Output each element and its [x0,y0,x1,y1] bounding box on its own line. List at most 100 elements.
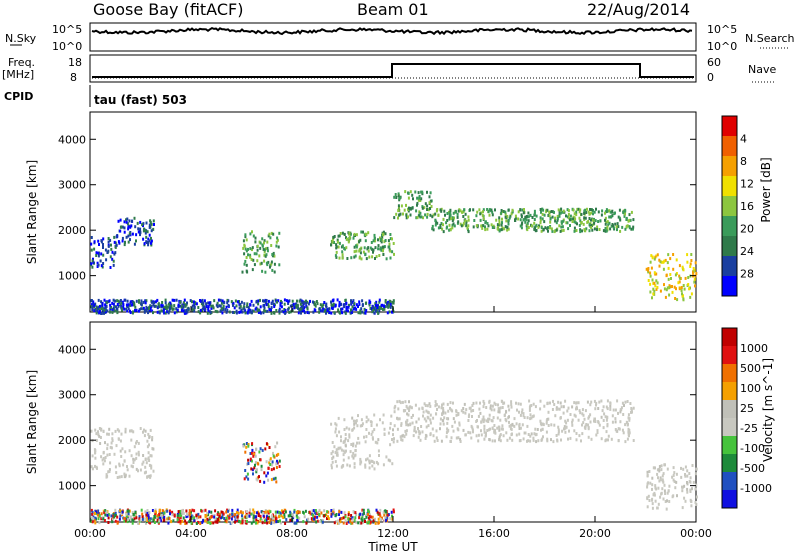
echo-cell [555,407,558,411]
echo-cell [230,521,233,525]
echo-cell [338,256,341,260]
echo-cell [612,226,615,230]
echo-cell [556,407,559,411]
echo-cell [579,411,582,415]
echo-cell [431,224,434,228]
echo-cell [350,256,353,260]
echo-cell [206,311,209,315]
echo-cell [106,309,109,313]
echo-cell [344,311,347,315]
echo-cell [209,310,212,314]
echo-cell [524,215,527,219]
echo-cell [168,309,171,313]
echo-cell [164,509,167,513]
echo-cell [563,425,566,429]
echo-cell [144,231,147,235]
echo-cell [347,439,350,443]
echo-cell [587,427,590,431]
echo-cell [327,517,330,521]
echo-cell [216,310,219,314]
echo-cell [113,452,116,456]
echo-cell [573,229,576,233]
echo-cell [606,209,609,213]
echo-cell [583,425,586,429]
echo-cell [270,231,273,235]
echo-cell [132,519,135,523]
x-tick-label: 08:00 [276,527,308,540]
echo-cell [276,520,279,523]
echo-cell [244,247,247,251]
echo-cell [443,416,446,420]
echo-cell [563,427,566,431]
echo-cell [218,518,221,522]
echo-cell [649,274,652,278]
echo-cell [195,514,198,518]
echo-cell [254,515,256,519]
echo-cell [105,301,108,305]
echo-cell [253,466,256,470]
echo-cell [546,208,549,212]
echo-cell [247,443,250,446]
echo-cell [148,511,151,514]
echo-cell [406,406,409,410]
echo-cell [102,517,105,521]
echo-cell [621,428,624,432]
echo-cell [298,516,301,520]
echo-cell [249,232,252,236]
echo-cell [273,262,276,266]
echo-cell [593,417,596,421]
echo-cell [530,224,533,228]
echo-cell [188,509,191,513]
echo-cell [429,413,432,417]
echo-cell [389,443,392,447]
echo-cell [150,466,153,470]
echo-cell [149,219,152,223]
echo-cell [585,423,588,426]
echo-cell [451,424,454,428]
echo-cell [363,246,366,250]
echo-cell [522,412,525,416]
echo-cell [368,255,371,259]
echo-cell [352,444,354,448]
echo-cell [116,303,119,306]
echo-cell [190,516,193,520]
echo-cell [270,306,273,310]
echo-cell [119,439,122,443]
echo-cell [686,260,689,264]
echo-cell [487,420,490,423]
echo-cell [102,462,105,466]
echo-cell [540,210,542,214]
echo-cell [267,260,270,264]
echo-cell [493,401,496,405]
echo-cell [668,284,671,288]
echo-cell [596,431,599,434]
echo-cell [102,262,105,265]
echo-cell [129,302,132,305]
echo-cell [444,411,447,415]
echo-cell [587,435,590,439]
echo-cell [557,208,560,212]
echo-cell [590,400,593,404]
echo-cell [149,521,152,525]
echo-cell [573,212,576,216]
nsearch-tick-low: 10^0 [707,40,737,53]
echo-cell [141,515,144,519]
echo-cell [135,299,138,303]
echo-cell [593,210,596,214]
echo-cell [381,233,383,237]
echo-cell [326,510,329,514]
echo-cell [179,521,182,525]
echo-cell [90,508,93,512]
echo-cell [339,520,342,524]
echo-cell [126,520,129,524]
echo-cell [93,240,96,244]
echo-cell [691,487,693,491]
echo-cell [229,515,232,519]
echo-cell [231,310,234,314]
echo-cell [156,514,159,518]
colorbar-tick-label: 24 [740,245,754,258]
echo-cell [256,244,259,248]
echo-cell [153,515,156,518]
echo-cell [177,520,180,524]
echo-cell [246,519,248,523]
